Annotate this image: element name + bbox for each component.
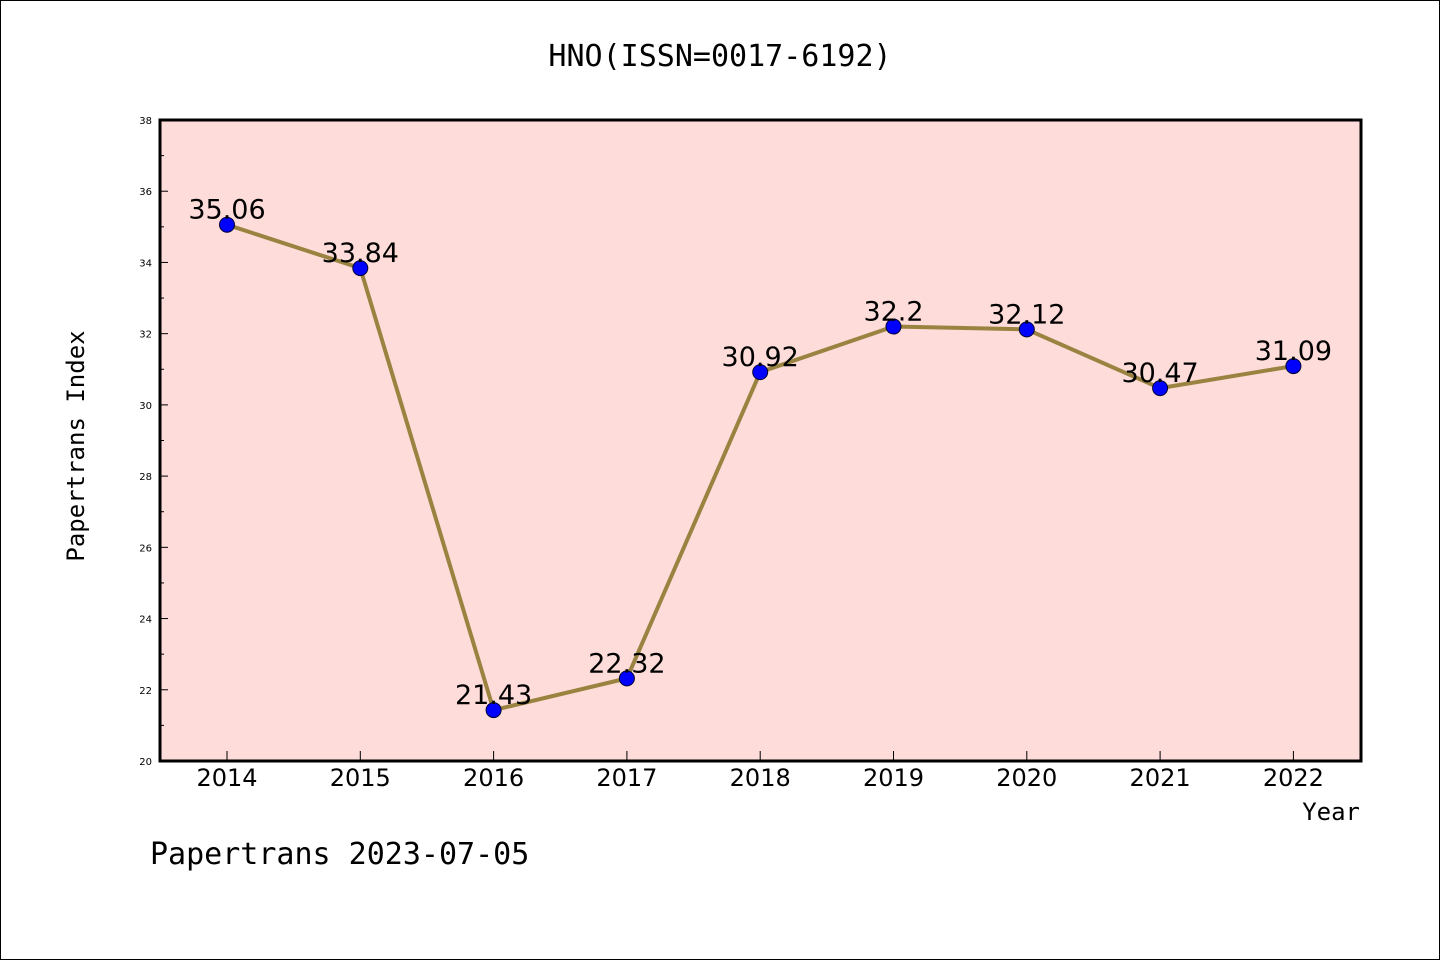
data-label: 30.92	[722, 342, 799, 373]
data-label: 30.47	[1121, 358, 1198, 389]
plot-border	[158, 118, 1363, 763]
y-axis-label: Papertrans Index	[62, 330, 90, 561]
data-label: 22.32	[588, 648, 665, 679]
data-label: 32.2	[863, 297, 923, 328]
x-tick-label: 2021	[1130, 764, 1191, 792]
x-tick-label: 2014	[196, 764, 257, 792]
y-tick-label: 28	[139, 472, 152, 483]
data-label: 21.43	[455, 680, 532, 711]
data-point	[485, 702, 502, 719]
y-tick-label: 20	[139, 757, 152, 768]
x-axis: 2014 2015 2016 2017 2018 2019 2020 2021 2022	[196, 751, 1324, 792]
data-label: 33.84	[322, 238, 399, 269]
data-point	[885, 318, 902, 335]
x-tick-label: 2020	[996, 764, 1057, 792]
x-axis-label: Year	[1302, 798, 1360, 826]
data-label: 32.12	[988, 299, 1065, 330]
series-markers	[219, 216, 1302, 719]
x-tick-label: 2017	[596, 764, 657, 792]
x-tick-label: 2018	[730, 764, 791, 792]
data-point	[352, 260, 369, 277]
y-tick-label: 32	[139, 330, 152, 341]
y-tick-label: 34	[139, 258, 152, 269]
y-tick-label: 30	[139, 401, 152, 412]
chart-title: HNO(ISSN=0017-6192)	[548, 39, 891, 74]
x-tick-label: 2016	[463, 764, 524, 792]
data-label: 35.06	[188, 195, 265, 226]
x-tick-label: 2015	[330, 764, 391, 792]
plot-area	[160, 120, 1361, 761]
footer-credit: Papertrans 2023-07-05	[150, 837, 529, 872]
data-point	[618, 670, 635, 687]
data-point	[752, 364, 769, 381]
data-labels: 35.06 33.84 21.43 22.32 30.92 32.2 32.12 30.47 3…	[188, 195, 1332, 711]
y-tick-label: 22	[139, 686, 152, 697]
data-label: 31.09	[1255, 336, 1332, 367]
data-point	[1018, 321, 1035, 338]
y-tick-label: 24	[139, 615, 152, 626]
y-tick-label: 36	[139, 187, 152, 198]
y-tick-label: 38	[139, 116, 152, 127]
data-point	[1152, 380, 1169, 397]
x-tick-label: 2022	[1263, 764, 1324, 792]
y-tick-label: 26	[139, 543, 152, 554]
data-point	[219, 216, 235, 233]
x-tick-label: 2019	[863, 764, 924, 792]
data-point	[1285, 358, 1302, 375]
